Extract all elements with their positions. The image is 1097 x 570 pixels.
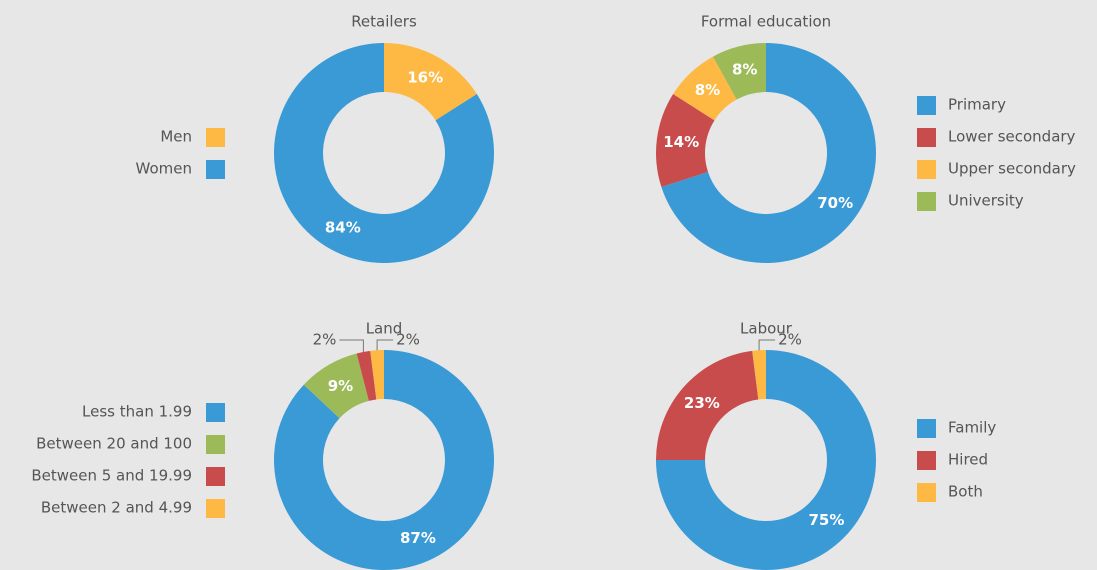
donut-slice [661,43,877,263]
donut-slice [656,94,715,187]
donut-slice [274,350,494,570]
value-label: 84% [325,218,361,236]
legend-swatch [206,403,225,422]
legend-label: Lower secondary [948,128,1076,146]
value-label: 2% [778,331,802,349]
legend-label: Between 2 and 4.99 [41,499,192,517]
donut-slice [384,43,477,121]
legend-swatch [917,451,936,470]
value-label: 70% [817,194,853,212]
chart-title: Formal education [701,13,831,31]
legend-swatch [917,160,936,179]
leader-line [758,339,776,351]
legend-swatch [917,128,936,147]
legend-swatch [206,467,225,486]
value-label: 14% [663,133,699,151]
value-label: 87% [400,529,436,547]
legend-swatch [917,192,936,211]
donut-slice [303,353,369,419]
chart-title: Land [366,320,403,338]
donut-slice [713,43,766,100]
value-label: 8% [695,81,720,99]
donut-slice [274,43,495,263]
donut-slice [752,349,766,400]
donut-slice [356,350,377,401]
legend-label: Between 20 and 100 [36,435,192,453]
value-label: 16% [407,69,443,87]
value-label: 9% [328,377,353,395]
legend-swatch [206,128,225,147]
value-label: 23% [684,394,720,412]
legend-label: Both [948,483,983,501]
legend-swatch [917,419,936,438]
legend-swatch [917,96,936,115]
chart-title: Retailers [351,13,417,31]
legend-swatch [206,160,225,179]
legend-label: Men [160,128,192,146]
value-label: 2% [396,331,420,349]
value-label: 2% [313,331,337,349]
legend-label: Family [948,419,996,437]
leader-line [376,339,394,351]
legend-label: Upper secondary [948,160,1076,178]
legend-label: Primary [948,96,1006,114]
legend-label: University [948,192,1024,210]
donut-slice [656,350,759,460]
donut-slice [656,350,876,570]
leader-line [339,339,364,352]
value-label: 75% [809,511,845,529]
legend-label: Women [136,160,192,178]
donut-slice [673,56,737,121]
donut-slice [370,349,384,400]
chart-title: Labour [740,320,793,338]
legend-swatch [917,483,936,502]
legend-label: Hired [948,451,988,469]
legend-label: Between 5 and 19.99 [31,467,192,485]
value-label: 8% [732,61,757,79]
legend-label: Less than 1.99 [82,403,192,421]
legend-swatch [206,499,225,518]
legend-swatch [206,435,225,454]
